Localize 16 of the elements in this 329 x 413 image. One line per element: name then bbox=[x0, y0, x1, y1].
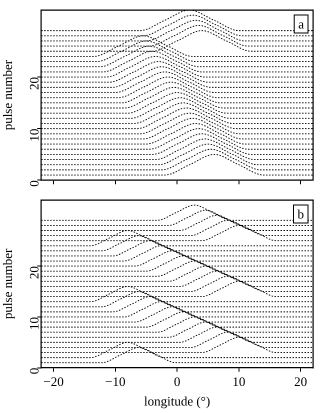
y-tick-label: 10 bbox=[26, 128, 42, 142]
x-axis-title: longitude (°) bbox=[144, 394, 210, 409]
y-tick-label: 20 bbox=[26, 77, 42, 90]
x-tick-label: 20 bbox=[294, 374, 308, 390]
y-axis-title: pulse number bbox=[0, 59, 16, 130]
x-tick-label: −20 bbox=[43, 374, 64, 390]
x-tick-label: 0 bbox=[174, 374, 180, 390]
annotation: a bbox=[298, 16, 304, 32]
y-axis-title: pulse number bbox=[0, 248, 16, 320]
y-tick-label: 20 bbox=[26, 266, 42, 280]
x-tick-label: 10 bbox=[232, 374, 246, 390]
y-tick-label: 0 bbox=[26, 368, 42, 374]
annotation: b bbox=[298, 206, 304, 222]
y-tick-label: 10 bbox=[26, 316, 42, 330]
y-tick-label: 0 bbox=[26, 180, 42, 187]
x-tick-label: −10 bbox=[105, 374, 126, 390]
